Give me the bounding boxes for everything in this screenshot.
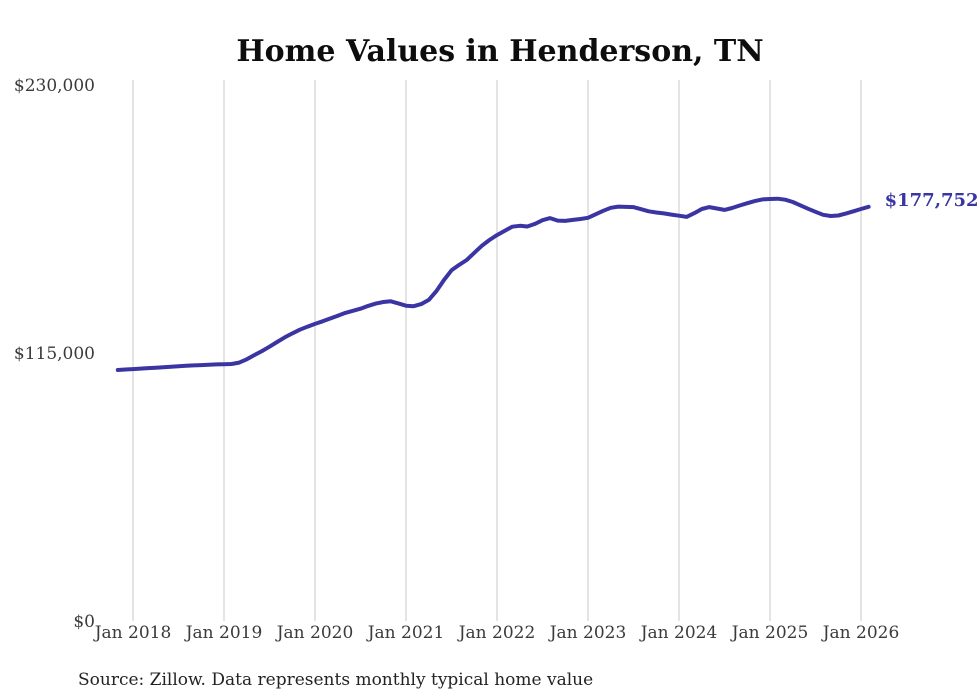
chart-title: Home Values in Henderson, TN	[236, 34, 763, 69]
x-axis-tick-label: Jan 2021	[366, 623, 445, 643]
x-axis-tick-labels: Jan 2018 Jan 2019 Jan 2020 Jan 2021 Jan 2022…	[93, 623, 900, 643]
latest-value-label: $177,752	[885, 190, 979, 211]
x-axis-tick-label: Jan 2025	[730, 623, 809, 643]
y-axis-tick-label: $0	[73, 612, 95, 632]
x-axis-tick-label: Jan 2024	[639, 623, 718, 643]
x-axis-tick-label: Jan 2020	[275, 623, 354, 643]
y-axis-tick-label: $230,000	[14, 76, 95, 96]
home-value-line-series	[115, 196, 871, 372]
y-axis-tick-labels: $230,000 $115,000 $0	[14, 76, 95, 632]
vertical-gridlines	[132, 80, 862, 621]
x-axis-tick-label: Jan 2018	[93, 623, 172, 643]
x-axis-tick-label: Jan 2026	[821, 623, 900, 643]
y-axis-tick-label: $115,000	[14, 344, 95, 364]
x-axis-tick-label: Jan 2023	[548, 623, 627, 643]
x-axis-tick-label: Jan 2019	[184, 623, 263, 643]
x-axis-tick-label: Jan 2022	[457, 623, 536, 643]
source-caption: Source: Zillow. Data represents monthly …	[78, 670, 593, 690]
